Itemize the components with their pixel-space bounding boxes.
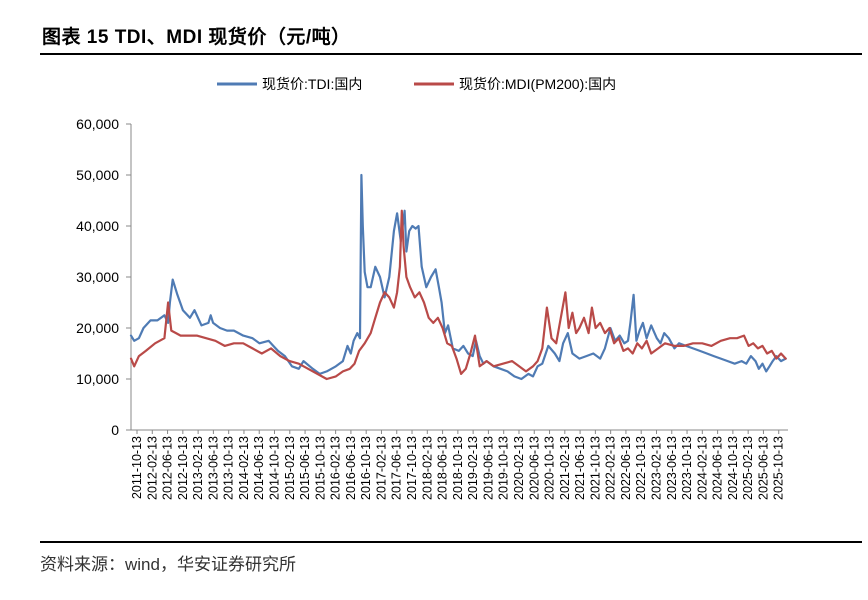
y-tick-label: 10,000 [76,371,119,387]
x-tick-label: 2012-02-13 [145,436,159,500]
x-tick-label: 2021-02-13 [558,436,572,500]
x-tick-label: 2025-10-13 [772,436,786,500]
x-tick-label: 2025-06-13 [756,436,770,500]
x-tick-label: 2012-06-13 [161,436,175,500]
figure-title: 图表 15 TDI、MDI 现货价（元/吨） [42,27,351,48]
x-tick-label: 2025-02-13 [741,436,755,500]
x-tick-label: 2015-10-13 [313,436,327,500]
line-chart: 现货价:TDI:国内 现货价:MDI(PM200):国内 0 10,000 20,0… [76,76,788,500]
x-tick-label: 2023-02-13 [649,436,663,500]
x-tick-label: 2014-10-13 [268,436,282,500]
legend-label-tdi: 现货价:TDI:国内 [262,76,362,92]
x-tick-label: 2024-02-13 [695,436,709,500]
x-tick-label: 2020-06-13 [527,436,541,500]
x-tick-label: 2014-02-13 [237,436,251,500]
x-tick-label: 2016-02-13 [329,436,343,500]
series-line-mdi [129,209,787,381]
x-tick-label: 2016-06-13 [344,436,358,500]
x-tick-label: 2011-10-13 [130,436,144,499]
title-rule [40,53,862,55]
x-axis: 2011-10-13 2012-02-13 2012-06-13 2012-10-13… [130,429,788,500]
x-tick-label: 2020-10-13 [543,436,557,500]
x-tick-label: 2022-10-13 [634,436,648,500]
x-tick-label: 2018-06-13 [436,436,450,500]
x-tick-label: 2017-02-13 [374,436,388,500]
x-tick-label: 2013-02-13 [191,436,205,500]
x-tick-label: 2021-10-13 [588,436,602,500]
y-tick-label: 30,000 [76,269,119,285]
footer-rule [40,541,862,543]
x-tick-label: 2019-06-13 [481,436,495,500]
y-tick-label: 40,000 [76,218,119,234]
x-tick-label: 2013-06-13 [206,436,220,500]
x-tick-label: 2021-06-13 [573,436,587,500]
x-tick-label: 2019-02-13 [466,436,480,500]
x-tick-label: 2019-10-13 [497,436,511,500]
series-line-tdi [129,173,787,381]
y-tick-label: 60,000 [76,116,119,132]
series-layer [129,173,787,381]
y-tick-label: 0 [111,422,119,438]
y-tick-label: 20,000 [76,320,119,336]
x-tick-label: 2020-02-13 [512,436,526,500]
x-tick-label: 2012-10-13 [176,436,190,500]
x-tick-label: 2017-10-13 [405,436,419,500]
x-tick-label: 2014-06-13 [252,436,266,500]
x-tick-label: 2024-10-13 [726,436,740,500]
x-tick-label: 2023-06-13 [665,436,679,500]
x-tick-label: 2023-10-13 [680,436,694,500]
y-tick-label: 50,000 [76,167,119,183]
x-tick-label: 2017-06-13 [390,436,404,500]
source-note: 资料来源：wind，华安证券研究所 [40,555,296,574]
x-tick-label: 2015-06-13 [298,436,312,500]
x-tick-label: 2018-02-13 [420,436,434,500]
x-tick-label: 2016-10-13 [359,436,373,500]
x-tick-label: 2022-06-13 [619,436,633,500]
x-tick-label: 2015-02-13 [283,436,297,500]
x-tick-label: 2018-10-13 [451,436,465,500]
x-tick-label: 2013-10-13 [222,436,236,500]
x-tick-label: 2022-02-13 [604,436,618,500]
x-tick-label: 2024-06-13 [711,436,725,500]
legend-label-mdi: 现货价:MDI(PM200):国内 [459,76,616,92]
y-axis: 0 10,000 20,000 30,000 40,000 50,000 60,000 [76,116,132,438]
legend: 现货价:TDI:国内 现货价:MDI(PM200):国内 [217,76,616,92]
